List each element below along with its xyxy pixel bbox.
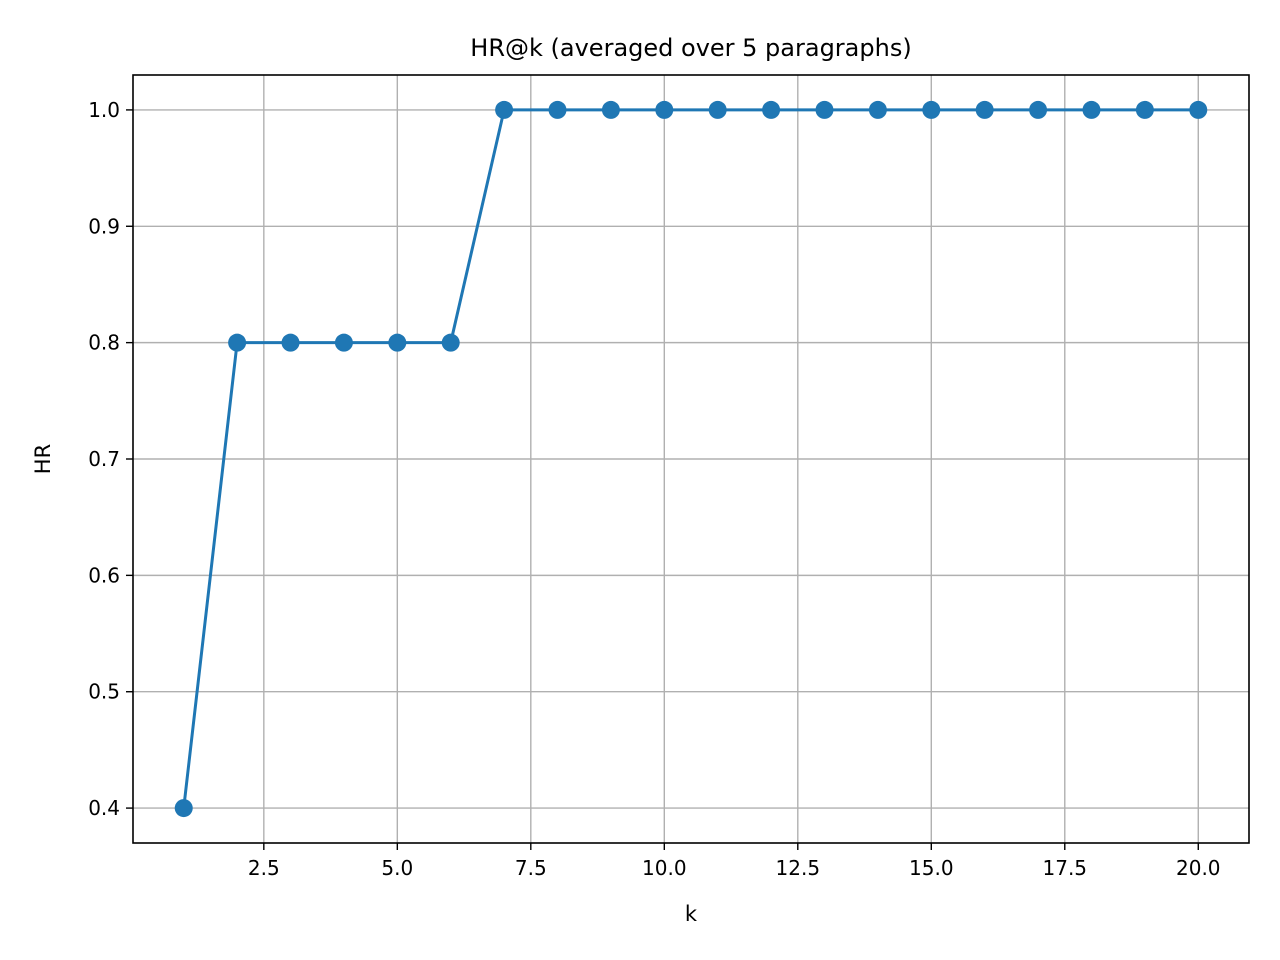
x-tick-label: 7.5 [515,856,547,880]
data-point [708,100,727,119]
y-tick-label: 0.9 [88,214,120,238]
y-tick-label: 0.8 [88,331,120,355]
y-tick-label: 0.7 [88,447,120,471]
y-tick-label: 0.5 [88,680,120,704]
data-point [334,333,353,352]
series-layer [174,100,1208,818]
data-point [228,333,247,352]
x-tick-label: 20.0 [1176,856,1221,880]
data-point [1082,100,1101,119]
data-point [975,100,994,119]
x-tick-label: 10.0 [642,856,687,880]
data-point [868,100,887,119]
ticks: 2.5 5.0 7.5 10.0 12.5 15.0 17.5 20.0 0.4 0.5 0.6 0.… [88,98,1220,880]
data-point [601,100,620,119]
data-point [281,333,300,352]
x-tick-label: 17.5 [1043,856,1088,880]
data-point [815,100,834,119]
data-point [174,799,193,818]
chart-title: HR@k (averaged over 5 paragraphs) [470,34,911,62]
y-tick-label: 0.4 [88,796,120,820]
data-point [1029,100,1048,119]
y-tick-label: 0.6 [88,563,120,587]
x-axis-label: k [685,902,698,926]
data-point [441,333,460,352]
data-point [1189,100,1208,119]
x-tick-label: 12.5 [776,856,821,880]
x-tick-label: 2.5 [248,856,280,880]
data-point [495,100,514,119]
y-axis-label: HR [31,444,55,474]
x-tick-label: 15.0 [909,856,954,880]
data-point [548,100,567,119]
y-tick-label: 1.0 [88,98,120,122]
data-point [655,100,674,119]
x-tick-label: 5.0 [381,856,413,880]
data-point [1135,100,1154,119]
data-point [762,100,781,119]
data-point [388,333,407,352]
grid [133,75,1249,843]
data-point [922,100,941,119]
